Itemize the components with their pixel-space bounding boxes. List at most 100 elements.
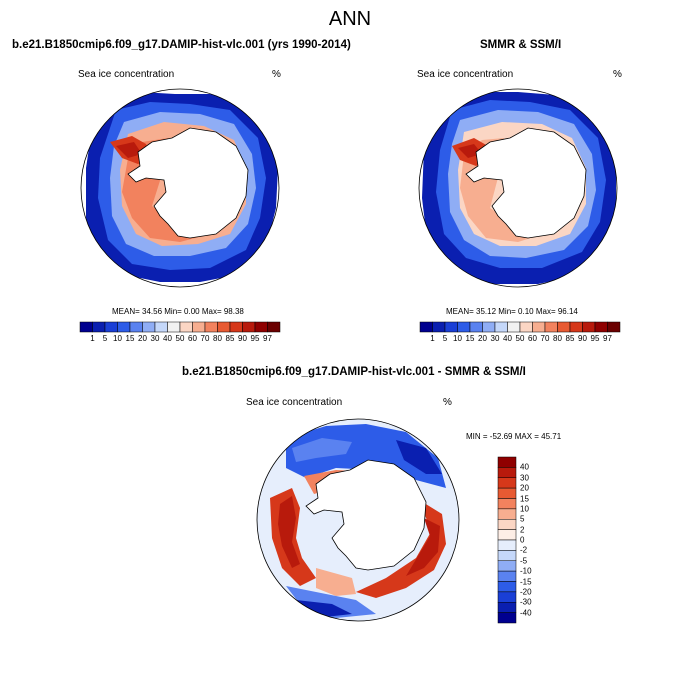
obs-colorbar-swatch <box>557 321 571 333</box>
obs-colorbar-label: 15 <box>465 334 475 343</box>
diff-colorbar-swatch <box>497 519 517 530</box>
diff-colorbar-label: 40 <box>520 462 529 472</box>
diff-colorbar-swatch <box>497 487 517 499</box>
obs-colorbar-swatch <box>457 321 471 333</box>
obs-colorbar-swatch <box>582 321 596 333</box>
model-panel-title: b.e21.B1850cmip6.f09_g17.DAMIP-hist-vlc.… <box>12 39 351 51</box>
obs-colorbar-label: 85 <box>565 334 575 343</box>
obs-colorbar-label: 10 <box>453 334 462 343</box>
model-colorbar-swatch <box>217 321 231 333</box>
obs-colorbar-label: 95 <box>590 334 600 343</box>
model-colorbar-swatch <box>79 321 93 333</box>
diff-colorbar-label: 10 <box>520 504 529 514</box>
diff-colorbar-swatch <box>497 477 517 489</box>
diff-colorbar-swatch <box>497 539 517 551</box>
model-colorbar-label: 40 <box>163 334 172 343</box>
model-colorbar-swatch <box>142 321 156 333</box>
obs-colorbar-label: 80 <box>553 334 562 343</box>
obs-colorbar-label: 97 <box>603 334 612 343</box>
diff-colorbar-swatch <box>497 529 517 541</box>
model-colorbar-label: 30 <box>150 334 160 343</box>
model-colorbar-swatch <box>104 321 118 333</box>
obs-colorbar <box>419 321 621 333</box>
diff-colorbar-label: -15 <box>520 577 532 586</box>
model-colorbar-swatch <box>192 321 206 333</box>
diff-colorbar-label: -20 <box>520 587 532 597</box>
diff-colorbar-swatch <box>497 508 517 520</box>
diff-colorbar-swatch <box>497 581 517 593</box>
obs-variable-label: Sea ice concentration <box>417 69 514 80</box>
model-colorbar-label: 10 <box>113 334 122 343</box>
diff-colorbar-swatch <box>497 602 517 613</box>
diff-colorbar-swatch <box>497 456 517 468</box>
diff-colorbar-swatch <box>497 560 517 572</box>
figure-title: ANN <box>328 8 372 30</box>
diff-colorbar <box>497 456 517 624</box>
obs-colorbar-labels: 1 5 10 15 20 30 40 50 60 70 80 85 90 95 97 <box>420 334 620 346</box>
model-colorbar-swatch <box>204 321 218 333</box>
obs-colorbar-swatch <box>569 321 583 333</box>
obs-colorbar-label: 1 <box>430 334 435 343</box>
obs-colorbar-label: 90 <box>578 334 587 343</box>
obs-colorbar-swatch <box>482 321 496 333</box>
obs-colorbar-swatch <box>432 321 446 333</box>
diff-units-label: % <box>443 397 452 408</box>
obs-colorbar-label: 60 <box>528 334 537 343</box>
obs-colorbar-label: 5 <box>442 334 448 343</box>
model-colorbar-swatch <box>92 321 106 333</box>
model-colorbar-label: 5 <box>102 334 108 343</box>
model-stats: MEAN= 34.56 Min= 0.00 Max= 98.38 <box>112 307 244 316</box>
obs-colorbar-label: 40 <box>503 334 512 343</box>
model-colorbar-label: 95 <box>250 334 260 343</box>
model-colorbar-swatch <box>254 321 268 333</box>
model-colorbar-swatch <box>154 321 168 333</box>
diff-colorbar-label: -30 <box>520 597 532 607</box>
diff-field <box>270 424 446 618</box>
diff-colorbar-swatch <box>497 498 517 510</box>
model-colorbar-label: 20 <box>138 334 147 343</box>
diff-colorbar-swatch <box>497 570 517 582</box>
diff-colorbar-label: 15 <box>520 494 529 503</box>
obs-colorbar-label: 70 <box>540 334 550 343</box>
obs-colorbar-swatch <box>607 321 621 333</box>
diff-colorbar-label: -10 <box>520 566 532 576</box>
diff-colorbar-label: 0 <box>520 535 525 545</box>
obs-units-label: % <box>613 69 622 80</box>
model-colorbar-label: 1 <box>90 334 95 343</box>
model-colorbar-label: 70 <box>200 334 210 343</box>
diff-colorbar-swatch <box>497 591 517 603</box>
obs-panel-title: SMMR & SSM/I <box>480 39 562 51</box>
model-colorbar-label: 15 <box>125 334 135 343</box>
model-variable-label: Sea ice concentration <box>78 69 175 80</box>
model-colorbar-label: 50 <box>175 334 185 343</box>
model-colorbar-swatch <box>167 321 181 333</box>
model-polar-map <box>80 88 280 288</box>
diff-variable-label: Sea ice concentration <box>246 397 343 408</box>
obs-polar-map <box>418 88 618 288</box>
obs-colorbar-label: 30 <box>490 334 500 343</box>
diff-polar-map <box>256 418 460 622</box>
diff-colorbar-swatch <box>497 612 517 624</box>
obs-colorbar-swatch <box>494 321 508 333</box>
diff-colorbar-swatch <box>497 550 517 561</box>
diff-stats: MIN = -52.69 MAX = 45.71 <box>466 432 562 441</box>
obs-colorbar-label: 20 <box>478 334 487 343</box>
diff-panel-title: b.e21.B1850cmip6.f09_g17.DAMIP-hist-vlc.… <box>182 366 526 378</box>
obs-colorbar-swatch <box>419 321 433 333</box>
diff-colorbar-label: -5 <box>520 556 528 566</box>
obs-colorbar-swatch <box>544 321 558 333</box>
model-colorbar-swatch <box>242 321 256 333</box>
model-colorbar-swatch <box>129 321 143 333</box>
diff-colorbar-labels: 40 30 20 15 10 5 2 0 -2 -5 -10 -15 -20 -30 -40 <box>520 457 560 623</box>
diff-colorbar-swatch <box>497 467 517 478</box>
obs-colorbar-swatch <box>519 321 533 333</box>
obs-colorbar-label: 50 <box>515 334 525 343</box>
obs-colorbar-swatch <box>444 321 458 333</box>
model-colorbar-label: 80 <box>213 334 222 343</box>
obs-colorbar-swatch <box>469 321 483 333</box>
model-colorbar-label: 85 <box>225 334 235 343</box>
model-colorbar-swatch <box>267 321 281 333</box>
diff-colorbar-label: -40 <box>520 608 532 618</box>
diff-colorbar-label: 20 <box>520 483 529 493</box>
obs-colorbar-swatch <box>594 321 608 333</box>
